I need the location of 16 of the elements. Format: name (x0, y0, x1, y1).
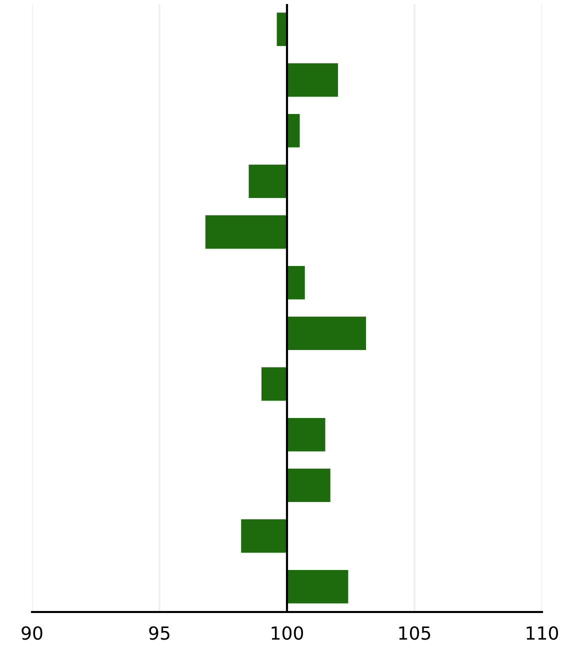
x-tick-label: 100 (272, 626, 304, 640)
bar (205, 215, 287, 249)
x-tick-label: 90 (22, 626, 42, 640)
bar (241, 519, 287, 553)
bar (287, 266, 305, 300)
bar (287, 316, 366, 350)
x-tick-label: 95 (149, 626, 170, 640)
bar (287, 114, 300, 148)
x-tick-label: 105 (399, 626, 430, 640)
bar (287, 468, 330, 502)
bar (287, 63, 338, 97)
bar (248, 164, 287, 198)
bar (262, 367, 287, 401)
bar (287, 418, 326, 452)
x-tick-label: 110 (526, 626, 558, 640)
bar (287, 570, 348, 604)
